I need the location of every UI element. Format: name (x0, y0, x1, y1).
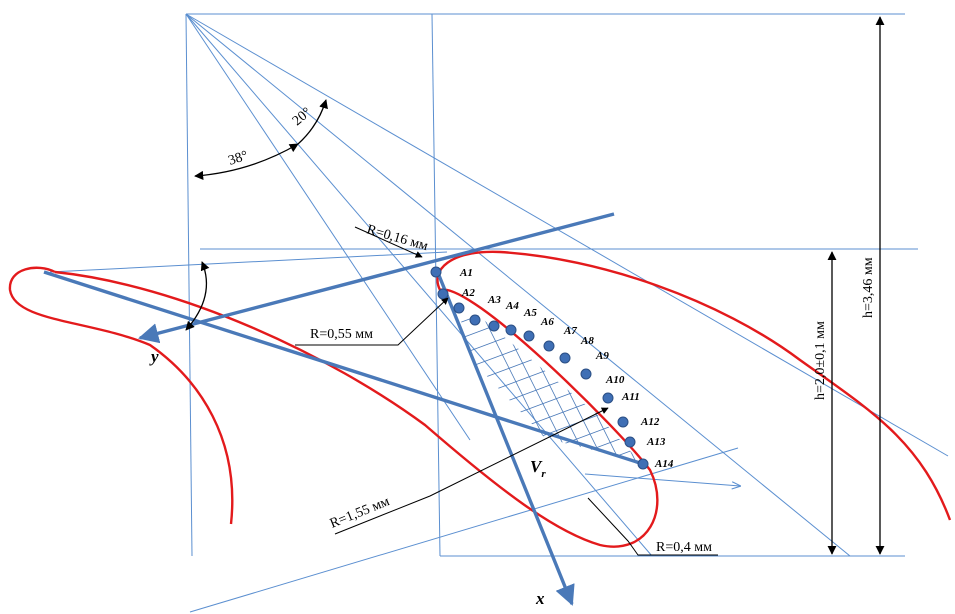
label-A4: A4 (505, 300, 519, 312)
x-axis-label: x (535, 589, 545, 608)
right-blade-profile (54, 250, 952, 548)
label-A13: A13 (646, 436, 666, 448)
label-A6: A6 (540, 316, 554, 328)
h-inner-label: h=2,0±0,1 мм (813, 321, 828, 400)
point-A8 (543, 340, 555, 352)
point-A7 (523, 330, 535, 342)
profile-points (430, 266, 649, 470)
point-A4 (469, 314, 481, 326)
h-outer-label: h=3,46 мм (861, 257, 876, 318)
vr-sub: r (541, 468, 546, 480)
angle-38-label: 38° (227, 148, 250, 168)
label-A9: A9 (595, 350, 609, 362)
dimension-lines (827, 16, 885, 555)
y-axis-line (138, 212, 615, 344)
point-labels: A1 A2 A3 A4 A5 A6 A7 A8 A9 A10 A11 A12 A… (459, 267, 674, 470)
point-A2 (437, 288, 449, 300)
angle-y-arc (185, 261, 210, 331)
angle-arcs (185, 99, 328, 331)
label-A7: A7 (563, 325, 577, 337)
label-A2: A2 (461, 287, 475, 299)
r155-leader (334, 407, 609, 535)
point-A12 (617, 416, 629, 428)
radius-leaders (295, 226, 718, 556)
point-A6 (505, 324, 517, 336)
construction-lines (49, 13, 949, 613)
point-A9 (559, 352, 571, 364)
text-labels: 38° 20° R=0,16 мм R=0,55 мм R=1,55 мм R=… (149, 105, 876, 608)
vr-label: Vr (530, 457, 546, 480)
label-A3: A3 (487, 294, 501, 306)
label-A12: A12 (640, 416, 660, 428)
chord-line (43, 270, 644, 466)
angle-38-arc (194, 143, 299, 180)
point-A11 (602, 392, 614, 404)
label-A1: A1 (459, 267, 473, 279)
r04-leader (587, 497, 718, 556)
r04-label: R=0,4 мм (656, 540, 712, 555)
point-A5 (488, 320, 500, 332)
left-blade-profile (8, 266, 234, 525)
r155-label: R=1,55 мм (328, 494, 392, 532)
blade-profiles (8, 250, 952, 548)
r055-leader (295, 297, 449, 346)
vr-main: V (530, 457, 543, 476)
label-A10: A10 (605, 374, 625, 386)
label-A8: A8 (580, 335, 594, 347)
r055-label: R=0,55 мм (310, 327, 373, 342)
point-A3 (453, 302, 465, 314)
label-A5: A5 (523, 307, 537, 319)
point-A14 (637, 458, 649, 470)
angle-20-label: 20° (290, 105, 315, 129)
coordinate-axes (43, 212, 644, 606)
x-axis-line (434, 267, 575, 606)
point-A1 (430, 266, 442, 278)
y-axis-label: y (149, 347, 159, 366)
point-A13 (624, 436, 636, 448)
r016-leader (354, 226, 423, 258)
point-A10 (580, 368, 592, 380)
angle-20-arc (297, 99, 328, 145)
label-A14: A14 (654, 458, 674, 470)
label-A11: A11 (621, 391, 640, 403)
